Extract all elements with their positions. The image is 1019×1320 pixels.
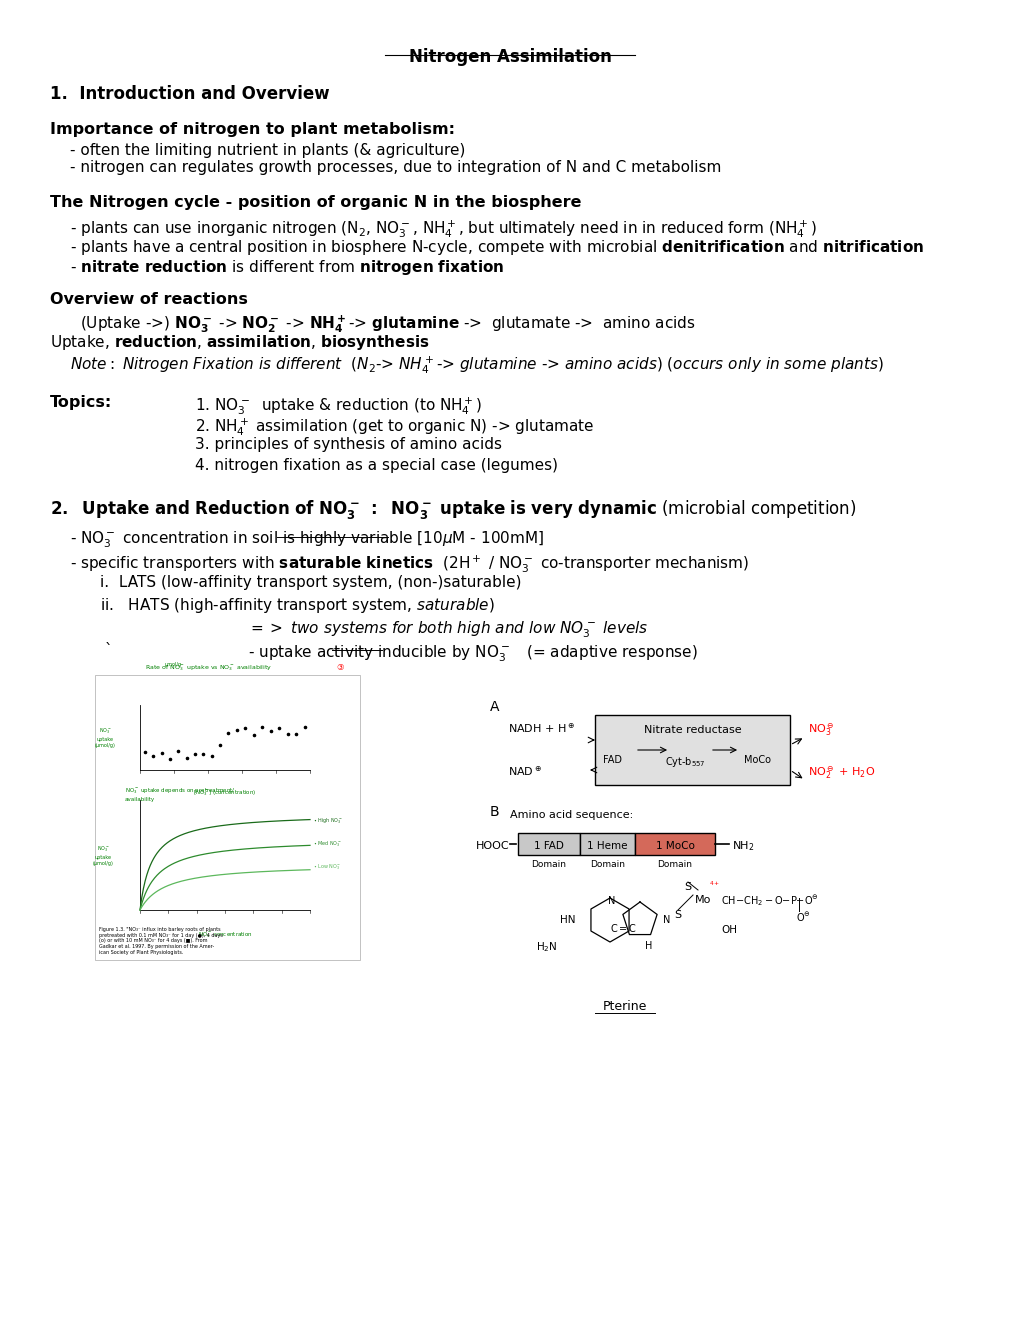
- Text: Domain: Domain: [589, 861, 625, 869]
- Text: ii.   HATS (high-affinity transport system, $\mathit{saturable}$): ii. HATS (high-affinity transport system…: [100, 597, 494, 615]
- Point: [297, 717, 313, 738]
- Text: $\mathit{Note:}$ $\mathbf{\mathit{Nitrogen\ Fixation}}$ $\mathit{is\ different\ : $\mathit{Note:}$ $\mathbf{\mathit{Nitrog…: [70, 354, 882, 376]
- Text: C$=$C: C$=$C: [610, 921, 637, 935]
- Text: NO$_3^-$ concentration: NO$_3^-$ concentration: [198, 931, 252, 940]
- Text: 1. NO$_3^-$  uptake & reduction (to NH$_4^+$): 1. NO$_3^-$ uptake & reduction (to NH$_4…: [195, 395, 481, 417]
- Point: [246, 725, 262, 746]
- Text: A: A: [489, 700, 499, 714]
- Text: $^{4+}$: $^{4+}$: [708, 880, 720, 890]
- Text: - often the limiting nutrient in plants (& agriculture): - often the limiting nutrient in plants …: [70, 143, 465, 158]
- Point: [236, 717, 253, 738]
- Text: - $\mathbf{nitrate\ reduction}$ is different from $\mathbf{nitrogen\ fixation}$: - $\mathbf{nitrate\ reduction}$ is diffe…: [70, 257, 504, 277]
- Text: B: B: [489, 805, 499, 818]
- Point: [178, 748, 195, 770]
- Text: Overview of reactions: Overview of reactions: [50, 292, 248, 308]
- Text: Cyt-b$_{557}$: Cyt-b$_{557}$: [664, 755, 704, 770]
- Text: 1 Heme: 1 Heme: [587, 841, 627, 851]
- Text: 4. nitrogen fixation as a special case (legumes): 4. nitrogen fixation as a special case (…: [195, 458, 557, 473]
- Text: • High NO$_3^-$: • High NO$_3^-$: [313, 816, 342, 826]
- Text: µmol/g: µmol/g: [165, 663, 182, 667]
- Text: CH$-$CH$_2-$O$-$P$-$O$^{\ominus}$: CH$-$CH$_2-$O$-$P$-$O$^{\ominus}$: [720, 894, 818, 908]
- Text: NADH + H$^\oplus$: NADH + H$^\oplus$: [507, 722, 575, 735]
- Point: [195, 743, 211, 764]
- Text: O$^{\ominus}$: O$^{\ominus}$: [795, 911, 810, 924]
- Text: 3. principles of synthesis of amino acids: 3. principles of synthesis of amino acid…: [195, 437, 501, 451]
- Text: $\mathit{=>\ two\ systems\ for\ both\ high\ and\ low\ NO_3^-\ levels}$: $\mathit{=>\ two\ systems\ for\ both\ hi…: [248, 620, 648, 640]
- Point: [162, 748, 178, 770]
- Text: • Low NO$_3^-$: • Low NO$_3^-$: [313, 863, 341, 873]
- Point: [212, 734, 228, 755]
- Text: 1 FAD: 1 FAD: [534, 841, 564, 851]
- Text: Topics:: Topics:: [50, 395, 112, 411]
- Point: [271, 717, 287, 738]
- Bar: [635, 833, 714, 855]
- Text: `: `: [105, 643, 112, 657]
- Text: S: S: [684, 882, 691, 892]
- Text: NO$_3^\ominus$: NO$_3^\ominus$: [807, 722, 834, 738]
- Point: [145, 746, 161, 767]
- Text: Rate of NO$_3^-$ uptake vs NO$_3^-$ availability: Rate of NO$_3^-$ uptake vs NO$_3^-$ avai…: [145, 664, 272, 673]
- Text: NO$_3^-$ uptake depends on pretreatment/
availability: NO$_3^-$ uptake depends on pretreatment/…: [125, 787, 235, 803]
- Text: N: N: [662, 915, 669, 925]
- Text: Nitrogen Assimilation: Nitrogen Assimilation: [409, 48, 610, 66]
- Bar: [518, 833, 580, 855]
- Text: i.  LATS (low-affinity transport system, (non-)saturable): i. LATS (low-affinity transport system, …: [100, 576, 521, 590]
- Text: - NO$_3^-$ concentration in soil is highly variable [10$\mu$M - 100mM]: - NO$_3^-$ concentration in soil is high…: [70, 531, 543, 550]
- Point: [186, 743, 203, 764]
- Text: The Nitrogen cycle - position of organic N in the biosphere: The Nitrogen cycle - position of organic…: [50, 195, 581, 210]
- Text: OH: OH: [720, 925, 737, 935]
- Text: HOOC: HOOC: [476, 841, 510, 851]
- Text: - plants have a central position in biosphere N-cycle, compete with microbial $\: - plants have a central position in bios…: [70, 238, 923, 257]
- Text: NO$_2^\ominus$ + H$_2$O: NO$_2^\ominus$ + H$_2$O: [807, 766, 874, 781]
- Text: S: S: [674, 909, 681, 920]
- Text: - nitrogen can regulates growth processes, due to integration of N and C metabol: - nitrogen can regulates growth processe…: [70, 160, 720, 176]
- Text: NH$_2$: NH$_2$: [732, 840, 754, 853]
- Text: Domain: Domain: [657, 861, 692, 869]
- Point: [153, 742, 169, 763]
- Text: - uptake activity inducible by NO$_3^-$   (= adaptive response): - uptake activity inducible by NO$_3^-$ …: [248, 643, 697, 664]
- Text: H: H: [645, 941, 652, 950]
- Text: 1 MoCo: 1 MoCo: [655, 841, 694, 851]
- Text: H$_2$N: H$_2$N: [536, 940, 557, 954]
- Point: [262, 721, 278, 742]
- Text: MoCo: MoCo: [744, 755, 770, 766]
- Point: [279, 723, 296, 744]
- Text: HN: HN: [560, 915, 576, 925]
- Text: Importance of nitrogen to plant metabolism:: Importance of nitrogen to plant metaboli…: [50, 121, 454, 137]
- Text: Figure 1.3. "NO₃⁻ influx into barley roots of plants
pretreated with 0.1 mM NO₃⁻: Figure 1.3. "NO₃⁻ influx into barley roo…: [99, 927, 223, 954]
- Text: N: N: [607, 896, 615, 906]
- Point: [170, 741, 186, 762]
- Point: [228, 719, 245, 741]
- Text: [NO$_3^-$] (concentration): [NO$_3^-$] (concentration): [194, 788, 257, 797]
- Point: [137, 742, 153, 763]
- Point: [288, 723, 305, 744]
- Text: NO$_3^-$
uptake
(µmol/g): NO$_3^-$ uptake (µmol/g): [93, 845, 113, 866]
- Text: (Uptake ->) $\mathbf{NO_3^-}$ -> $\mathbf{NO_2^-}$ -> $\mathbf{NH_4^+}$-> $\math: (Uptake ->) $\mathbf{NO_3^-}$ -> $\mathb…: [79, 313, 695, 335]
- Text: 2. NH$_4^+$ assimilation (get to organic N) -> glutamate: 2. NH$_4^+$ assimilation (get to organic…: [195, 416, 594, 438]
- Point: [204, 746, 220, 767]
- Text: Mo: Mo: [694, 895, 710, 906]
- Text: Nitrate reductase: Nitrate reductase: [643, 725, 741, 735]
- Text: 1.  Introduction and Overview: 1. Introduction and Overview: [50, 84, 329, 103]
- Text: Domain: Domain: [531, 861, 566, 869]
- Point: [220, 722, 236, 743]
- Point: [254, 717, 270, 738]
- Text: Amino acid sequence:: Amino acid sequence:: [510, 810, 633, 820]
- Bar: [594, 715, 790, 785]
- Text: ③: ③: [336, 663, 343, 672]
- Text: Uptake, $\mathbf{reduction}$, $\mathbf{assimilation}$, $\mathbf{biosynthesis}$: Uptake, $\mathbf{reduction}$, $\mathbf{a…: [50, 333, 429, 352]
- Bar: [580, 833, 635, 855]
- Text: FAD: FAD: [603, 755, 622, 766]
- Text: Pterine: Pterine: [602, 1001, 646, 1012]
- Text: $\mathbf{2.\ \ Uptake\ and\ Reduction\ of\ NO_3^-\ :\ \ NO_3^-\ uptake\ is\ very: $\mathbf{2.\ \ Uptake\ and\ Reduction\ o…: [50, 498, 856, 521]
- Text: • Med NO$_3^-$: • Med NO$_3^-$: [313, 840, 341, 849]
- Text: NO$_3^-$
uptake
(µmol/g): NO$_3^-$ uptake (µmol/g): [95, 727, 115, 748]
- Text: NAD$^\oplus$: NAD$^\oplus$: [507, 766, 541, 779]
- Text: - specific transporters with $\mathbf{saturable\ kinetics}$  (2H$^+$ / NO$_3^-$ : - specific transporters with $\mathbf{sa…: [70, 553, 749, 574]
- Text: - plants can use inorganic nitrogen (N$_2$, NO$_3^-$, NH$_4^+$, but ultimately n: - plants can use inorganic nitrogen (N$_…: [70, 218, 816, 240]
- Bar: [95, 675, 360, 960]
